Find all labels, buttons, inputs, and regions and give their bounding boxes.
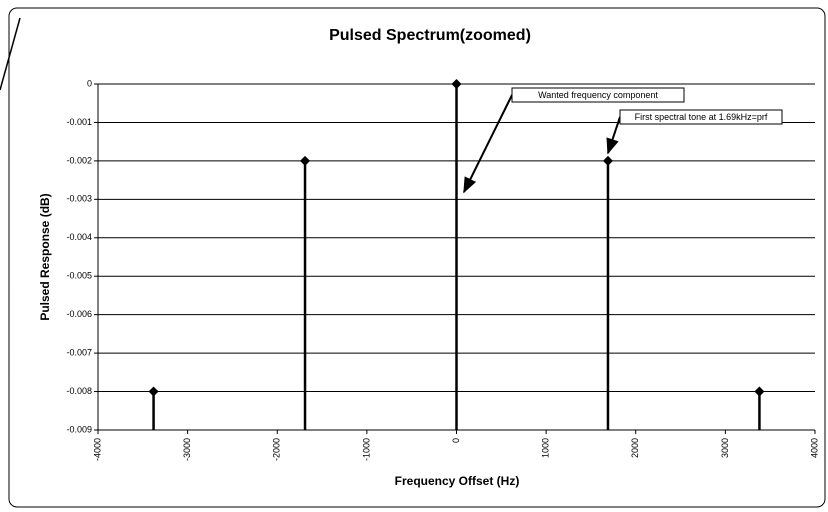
y-tick-label: -0.007 (66, 347, 92, 357)
y-tick-label: -0.006 (66, 309, 92, 319)
marker (300, 155, 311, 166)
edge-line (0, 17, 21, 91)
x-tick-label: 2000 (630, 438, 640, 458)
x-tick-label: -4000 (92, 438, 102, 461)
y-tick-label: -0.001 (66, 117, 92, 127)
y-tick-label: -0.005 (66, 271, 92, 281)
annotation-box (619, 109, 783, 125)
y-tick-label: -0.008 (66, 386, 92, 396)
marker (754, 386, 765, 397)
x-tick-label: 0 (451, 438, 461, 443)
annotation-arrow (606, 116, 621, 155)
annotation-text: First spectral tone at 1.69kHz=prf (635, 112, 768, 122)
x-tick-label: 3000 (720, 438, 730, 458)
y-axis-label: Pulsed Response (dB) (38, 193, 52, 320)
x-tick-label: -3000 (182, 438, 192, 461)
y-tick-label: -0.003 (66, 194, 92, 204)
chart-frame (8, 7, 826, 508)
y-tick-label: 0 (87, 78, 92, 88)
x-tick-label: 1000 (541, 438, 551, 458)
x-tick-label: -1000 (361, 438, 371, 461)
marker (451, 79, 462, 89)
annotation-box (511, 87, 685, 103)
chart-title: Pulsed Spectrum(zoomed) (329, 27, 531, 44)
marker (148, 386, 159, 397)
y-tick-label: -0.002 (66, 155, 92, 165)
annotation-arrow (463, 94, 513, 194)
x-tick-label: -2000 (272, 438, 282, 461)
y-tick-label: -0.004 (66, 232, 92, 242)
y-tick-label: -0.009 (66, 424, 92, 434)
marker (602, 155, 613, 166)
x-axis-label: Frequency Offset (Hz) (395, 474, 520, 488)
annotation-text: Wanted frequency component (538, 90, 658, 100)
x-tick-label: 4000 (809, 438, 819, 458)
